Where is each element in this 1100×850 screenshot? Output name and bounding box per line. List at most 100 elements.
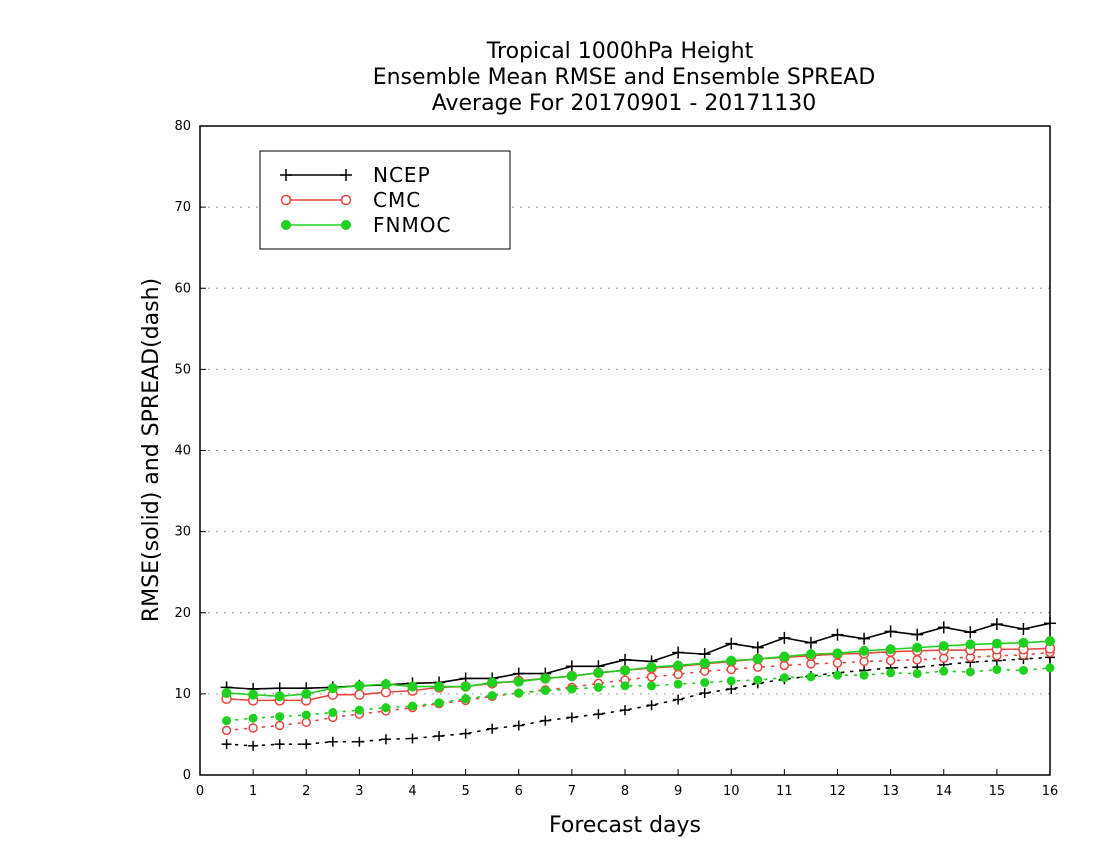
- series-fnmoc-rmse-point: [407, 681, 418, 692]
- x-tick-label-5: 5: [461, 784, 469, 799]
- y-tick-label-0: 0: [183, 768, 191, 783]
- legend-marker-end: [340, 169, 352, 181]
- series-ncep-spread-point: [460, 728, 471, 739]
- series-cmc-spread-point: [753, 662, 763, 672]
- series-fnmoc-spread-point: [275, 712, 285, 722]
- series-ncep-spread-point: [274, 739, 285, 750]
- series-ncep-spread-point: [726, 684, 737, 695]
- x-tick-label-10: 10: [723, 784, 740, 799]
- series-cmc-rmse-line: [226, 647, 1051, 702]
- series-fnmoc-rmse-point: [1018, 637, 1029, 648]
- series-ncep-spread-point: [646, 700, 657, 711]
- x-tick-label-15: 15: [989, 784, 1006, 799]
- series-ncep-spread-point: [221, 739, 232, 750]
- series-ncep-rmse-point: [751, 641, 764, 654]
- series-cmc-spread-point: [301, 717, 311, 728]
- series-ncep-spread-point: [434, 731, 445, 742]
- series-fnmoc-spread-point: [700, 678, 710, 688]
- series-ncep-spread-point: [593, 709, 604, 720]
- axis-ticks: 0 1 2 3 4 5 6 7 8 9 10 11 12 13 14 15 160102030405060708…: [174, 119, 1058, 799]
- series-fnmoc-rmse-point: [752, 653, 763, 664]
- series-fnmoc-spread-point: [593, 682, 603, 692]
- x-tick-label-11: 11: [776, 784, 793, 799]
- series-layer: [220, 617, 1056, 751]
- series-fnmoc-rmse-point: [726, 655, 737, 666]
- legend-label-fnmoc: FNMOC: [373, 213, 451, 237]
- series-fnmoc-spread-point: [248, 713, 258, 723]
- x-tick-label-9: 9: [674, 784, 682, 799]
- legend-marker-end: [341, 220, 351, 230]
- x-tick-label-6: 6: [515, 784, 523, 799]
- series-fnmoc-rmse-point: [912, 642, 923, 653]
- series-fnmoc-rmse-point: [380, 679, 391, 690]
- series-fnmoc-spread-point: [939, 666, 949, 676]
- series-fnmoc-spread-point: [1045, 663, 1055, 673]
- series-fnmoc-rmse-point: [673, 660, 684, 671]
- series-fnmoc-spread-point: [301, 710, 311, 720]
- y-tick-label-10: 10: [174, 687, 191, 702]
- series-fnmoc-spread-point: [620, 681, 630, 691]
- series-fnmoc-rmse-point: [991, 638, 1002, 649]
- series-fnmoc-rmse-point: [487, 677, 498, 688]
- series-cmc-spread-point: [221, 725, 232, 736]
- series-ncep-rmse-point: [725, 637, 738, 650]
- title-line-2: Ensemble Mean RMSE and Ensemble SPREAD: [373, 65, 876, 90]
- series-fnmoc-spread-point: [673, 679, 683, 689]
- y-tick-label-40: 40: [174, 444, 191, 459]
- series-fnmoc-spread-point: [381, 703, 391, 713]
- series-fnmoc-spread-point: [408, 701, 417, 711]
- x-tick-label-7: 7: [568, 784, 576, 799]
- series-ncep-rmse-point: [831, 628, 844, 641]
- series-ncep-rmse-point: [990, 618, 1003, 631]
- series-fnmoc-rmse-point: [620, 665, 630, 676]
- series-fnmoc-spread-point: [886, 668, 896, 678]
- x-tick-label-3: 3: [355, 784, 363, 799]
- series-cmc-spread-point: [912, 655, 922, 665]
- series-fnmoc-spread-point: [965, 667, 975, 677]
- y-tick-label-80: 80: [174, 119, 191, 134]
- legend-marker-start: [280, 194, 292, 206]
- series-fnmoc-rmse-point: [593, 667, 604, 678]
- series-ncep-spread-point: [301, 739, 312, 750]
- legend-item-cmc: CMC: [280, 188, 420, 212]
- y-tick-label-60: 60: [174, 281, 191, 296]
- series-ncep-spread-point: [407, 733, 418, 744]
- series-ncep-rmse-point: [619, 653, 631, 666]
- series-fnmoc-spread-point: [1018, 665, 1028, 675]
- series-fnmoc-rmse-point: [832, 648, 843, 659]
- series-ncep-spread-point: [248, 740, 259, 751]
- series-fnmoc-rmse-point: [354, 680, 365, 691]
- x-tick-label-4: 4: [408, 784, 416, 799]
- series-fnmoc-rmse-point: [885, 644, 896, 655]
- legend-marker-end: [340, 194, 352, 206]
- series-fnmoc-spread-point: [647, 681, 657, 691]
- y-tick-label-20: 20: [174, 606, 191, 621]
- series-fnmoc-rmse-line: [226, 640, 1051, 698]
- series-cmc-spread-point: [673, 669, 683, 680]
- x-tick-label-8: 8: [621, 784, 629, 799]
- series-ncep-spread-point: [566, 712, 577, 723]
- legend-marker-start: [281, 220, 291, 230]
- series-fnmoc-rmse-point: [540, 673, 551, 684]
- series-cmc-spread-point: [779, 660, 790, 671]
- series-ncep-spread-point: [327, 736, 338, 747]
- series-ncep-spread-point: [620, 705, 630, 716]
- series-cmc-spread-point: [726, 664, 736, 675]
- series-cmc-spread-point: [832, 658, 843, 668]
- series-fnmoc-spread-point: [354, 705, 364, 715]
- series-fnmoc-spread-point: [461, 694, 471, 704]
- series-ncep-rmse-point: [672, 646, 685, 659]
- series-fnmoc-spread-point: [779, 673, 789, 683]
- series-ncep-rmse-point: [911, 628, 924, 641]
- series-cmc-spread-point: [885, 655, 896, 666]
- series-fnmoc-rmse-point: [779, 651, 790, 662]
- x-tick-label-2: 2: [302, 784, 310, 799]
- chart-title: Tropical 1000hPa Height Ensemble Mean RM…: [373, 39, 876, 116]
- series-fnmoc-spread-point: [222, 716, 232, 726]
- x-axis-label: Forecast days: [549, 813, 701, 838]
- series-fnmoc-rmse-point: [1045, 636, 1055, 647]
- series-ncep: [220, 617, 1056, 751]
- series-cmc-spread-point: [274, 720, 285, 731]
- series-fnmoc-spread-point: [567, 684, 577, 694]
- x-tick-label-13: 13: [882, 784, 899, 799]
